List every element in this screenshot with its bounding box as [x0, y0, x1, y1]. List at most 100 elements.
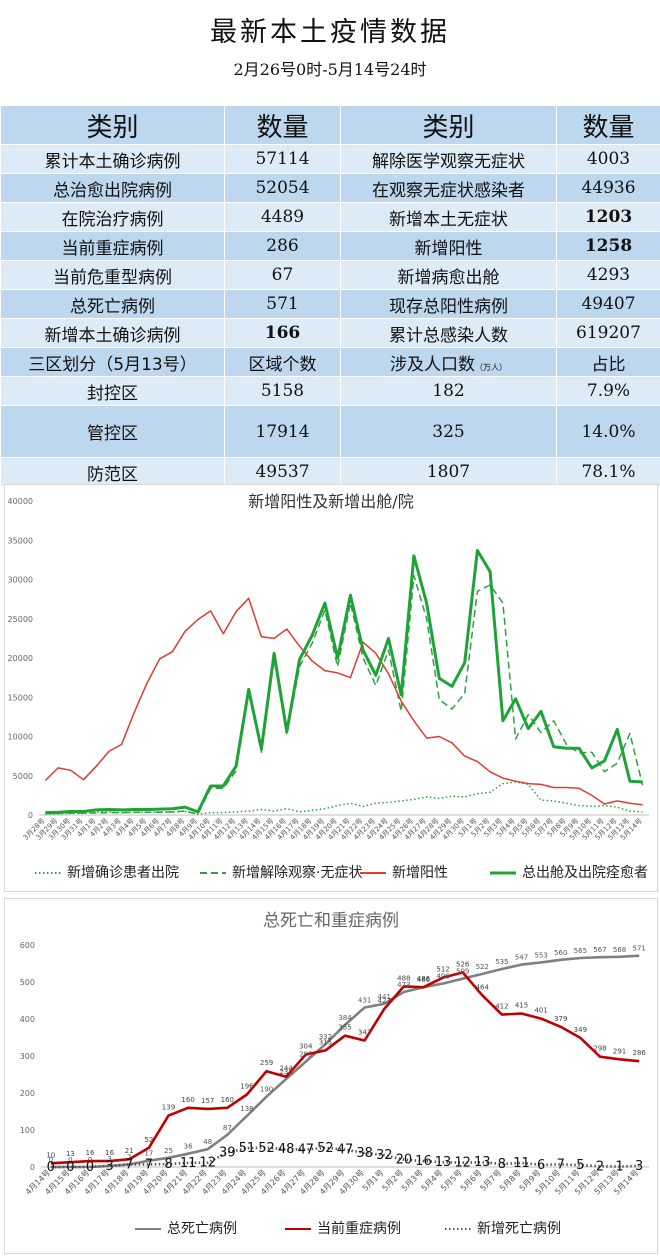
data-label: 486 [417, 975, 431, 983]
data-label: 10 [46, 1151, 55, 1159]
zone-header-share: 占比 [556, 347, 660, 377]
row-value-left: 571 [224, 289, 341, 319]
data-label: 571 [633, 945, 646, 953]
data-label: 291 [613, 1047, 626, 1055]
row-value-left: 166 [224, 318, 341, 348]
zone-name: 封控区 [0, 376, 225, 406]
chart-title: 新增阳性及新增出舱/院 [248, 492, 413, 511]
row-label-left: 总死亡病例 [0, 289, 225, 319]
row-value-right: 49407 [556, 289, 660, 319]
data-label: 8 [498, 1157, 506, 1172]
data-label: 567 [593, 946, 606, 954]
legend-label: 新增确诊患者出院 [67, 865, 179, 881]
row-value-right: 4003 [556, 144, 660, 174]
data-label: 12 [454, 1156, 471, 1171]
legend-label: 新增死亡病例 [477, 1221, 561, 1237]
row-label-right: 新增本土无症状 [340, 202, 557, 232]
data-label: 512 [436, 966, 449, 974]
data-label: 48 [203, 1138, 212, 1146]
row-label-right: 现存总阳性病例 [340, 289, 557, 319]
data-label: 496 [436, 972, 450, 980]
data-label: 415 [515, 1001, 528, 1009]
zone-count: 17914 [224, 405, 341, 458]
data-label: 560 [554, 949, 567, 957]
y-tick-label: 15000 [8, 693, 33, 702]
y-tick-label: 20000 [8, 654, 33, 663]
data-label: 238 [279, 1068, 292, 1076]
legend-label: 当前重症病例 [317, 1220, 401, 1237]
data-label: 412 [495, 1003, 508, 1011]
data-label: 553 [534, 951, 547, 959]
y-tick-label: 0 [28, 811, 33, 820]
row-value-right: 44936 [556, 173, 660, 203]
row-value-left: 4489 [224, 202, 341, 232]
data-label: 52 [144, 1136, 153, 1144]
header-category-left: 类别 [0, 105, 225, 145]
zone-header-division: 三区划分（5月13号） [0, 347, 225, 377]
series-line [50, 1146, 640, 1169]
data-label: 190 [260, 1086, 273, 1094]
row-value-left: 52054 [224, 173, 341, 203]
data-label: 0 [66, 1160, 74, 1175]
data-label: 1 [615, 1160, 623, 1175]
data-label: 298 [593, 1045, 606, 1053]
data-label: 568 [613, 946, 626, 954]
row-label-right: 新增病愈出舱 [340, 260, 557, 290]
table-row: 在院治疗病例 4489 新增本土无症状 1203 [0, 202, 660, 232]
row-value-right: 1203 [556, 202, 660, 232]
data-label: 160 [181, 1096, 194, 1104]
y-tick-label: 100 [20, 1126, 35, 1135]
row-value-left: 286 [224, 231, 341, 261]
data-label: 488 [397, 974, 410, 982]
data-label: 16 [105, 1149, 114, 1157]
row-value-left: 67 [224, 260, 341, 290]
data-label: 17 [144, 1150, 153, 1158]
data-label: 8 [164, 1157, 172, 1172]
data-label: 39 [219, 1146, 236, 1161]
data-label: 38 [356, 1146, 373, 1161]
data-label: 7 [557, 1157, 565, 1172]
data-label: 47 [337, 1143, 354, 1158]
data-label: 526 [456, 960, 470, 968]
data-label: 7 [125, 1157, 133, 1172]
data-label: 138 [240, 1105, 253, 1113]
data-label: 25 [164, 1147, 173, 1155]
table-row: 当前重症病例 286 新增阳性 1258 [0, 231, 660, 261]
zone-count: 49537 [224, 457, 341, 487]
data-label: 349 [574, 1026, 587, 1034]
data-label: 21 [125, 1147, 134, 1155]
y-tick-label: 0 [30, 1163, 35, 1172]
data-label: 196 [240, 1082, 254, 1090]
data-label: 48 [278, 1142, 295, 1157]
zone-population: 1807 [340, 457, 557, 487]
row-label-left: 当前重症病例 [0, 231, 225, 261]
row-value-right: 4293 [556, 260, 660, 290]
row-value-right: 619207 [556, 318, 660, 348]
data-label: 87 [223, 1124, 232, 1132]
data-label: 342 [358, 1028, 371, 1036]
zone-row: 防范区 49537 1807 78.1% [0, 457, 660, 487]
data-label: 384 [338, 1014, 352, 1022]
series-line [45, 549, 643, 815]
data-label: 11 [180, 1156, 197, 1171]
data-label: 535 [495, 958, 508, 966]
data-label: 565 [574, 947, 587, 955]
data-label: 52 [317, 1141, 334, 1156]
series-line [45, 781, 643, 815]
row-label-right: 解除医学观察无症状 [340, 144, 557, 174]
table-row: 当前危重型病例 67 新增病愈出舱 4293 [0, 260, 660, 290]
row-label-right: 在观察无症状感染者 [340, 173, 557, 203]
data-label: 0 [49, 1156, 53, 1164]
zone-population: 182 [340, 376, 557, 406]
data-label: 139 [162, 1104, 175, 1112]
data-label: 332 [319, 1033, 332, 1041]
zone-header-count: 区域个数 [224, 347, 341, 377]
deaths-chart-frame: 总死亡和重症病例 0 100 200 300 400 500 600 4月14号 4月15号 4月1… [4, 898, 658, 1254]
series-line [44, 597, 643, 806]
data-label: 51 [239, 1141, 256, 1156]
row-label-left: 当前危重型病例 [0, 260, 225, 290]
table-row: 累计本土确诊病例 57114 解除医学观察无症状 4003 [0, 144, 660, 174]
data-label: 286 [633, 1049, 647, 1057]
data-label: 36 [184, 1143, 193, 1151]
header-count-right: 数量 [556, 105, 660, 145]
